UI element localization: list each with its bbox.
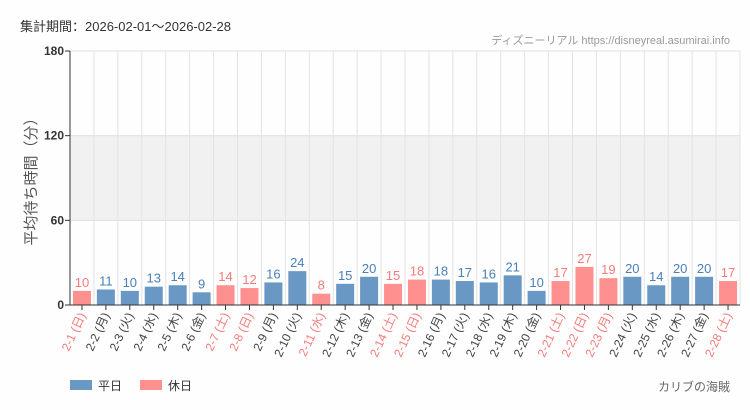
bar: [671, 276, 690, 305]
bar: [240, 288, 259, 305]
data-label: 9: [198, 276, 205, 291]
data-label: 21: [505, 259, 519, 274]
period-label: 集計期間：2026-02-01〜2026-02-28: [20, 19, 231, 34]
data-label: 20: [673, 261, 687, 276]
data-label: 11: [99, 273, 113, 288]
bar: [264, 282, 283, 305]
data-label: 19: [601, 262, 615, 277]
y-axis-label: 平均待ち時間（分）: [23, 110, 40, 245]
bar: [503, 275, 522, 305]
data-label: 8: [318, 278, 325, 293]
attraction-name: カリブの海賊: [658, 379, 730, 394]
data-label: 17: [553, 265, 567, 280]
data-label: 13: [147, 271, 161, 286]
legend-swatch-weekday: [70, 380, 92, 390]
bar: [336, 283, 355, 305]
data-label: 18: [410, 264, 424, 279]
bar: [312, 293, 331, 305]
data-label: 10: [529, 275, 543, 290]
data-label: 15: [338, 268, 352, 283]
bar: [192, 292, 211, 305]
data-label: 14: [649, 269, 663, 284]
y-tick-label: 60: [51, 213, 65, 227]
data-label: 14: [218, 269, 232, 284]
data-label: 10: [75, 275, 89, 290]
legend-label-weekday: 平日: [98, 379, 122, 393]
data-label: 16: [266, 266, 280, 281]
legend-label-holiday: 休日: [168, 379, 192, 393]
bar: [72, 290, 91, 305]
data-label: 27: [577, 251, 591, 266]
bar: [719, 281, 738, 305]
data-label: 16: [482, 266, 496, 281]
bar: [623, 276, 642, 305]
data-label: 14: [170, 269, 184, 284]
data-label: 10: [123, 275, 137, 290]
data-label: 17: [458, 265, 472, 280]
data-label: 17: [721, 265, 735, 280]
y-tick-label: 120: [44, 129, 64, 143]
bar: [479, 282, 498, 305]
bar: [384, 283, 403, 305]
bar: [599, 278, 618, 305]
bar: [407, 279, 426, 305]
data-label: 12: [242, 272, 256, 287]
legend: 平日 休日: [70, 379, 192, 393]
data-label: 15: [386, 268, 400, 283]
data-label: 20: [362, 261, 376, 276]
bar: [575, 266, 594, 305]
bar: [120, 290, 139, 305]
bar: [360, 276, 379, 305]
bar: [144, 286, 163, 305]
data-label: 18: [434, 264, 448, 279]
legend-swatch-holiday: [140, 380, 162, 390]
credit-text: ディズニーリアル https://disneyreal.asumirai.inf…: [491, 33, 730, 47]
bar: [695, 276, 714, 305]
bar: [431, 279, 450, 305]
data-label: 20: [625, 261, 639, 276]
y-tick-label: 0: [57, 298, 64, 312]
data-label: 24: [290, 255, 304, 270]
data-label: 20: [697, 261, 711, 276]
bar: [551, 281, 570, 305]
y-tick-label: 180: [44, 44, 64, 58]
bar: [288, 271, 307, 305]
bar: [647, 285, 666, 305]
bar: [168, 285, 187, 305]
bar: [216, 285, 235, 305]
bar: [527, 290, 546, 305]
bar: [96, 289, 115, 305]
bar: [455, 281, 474, 305]
